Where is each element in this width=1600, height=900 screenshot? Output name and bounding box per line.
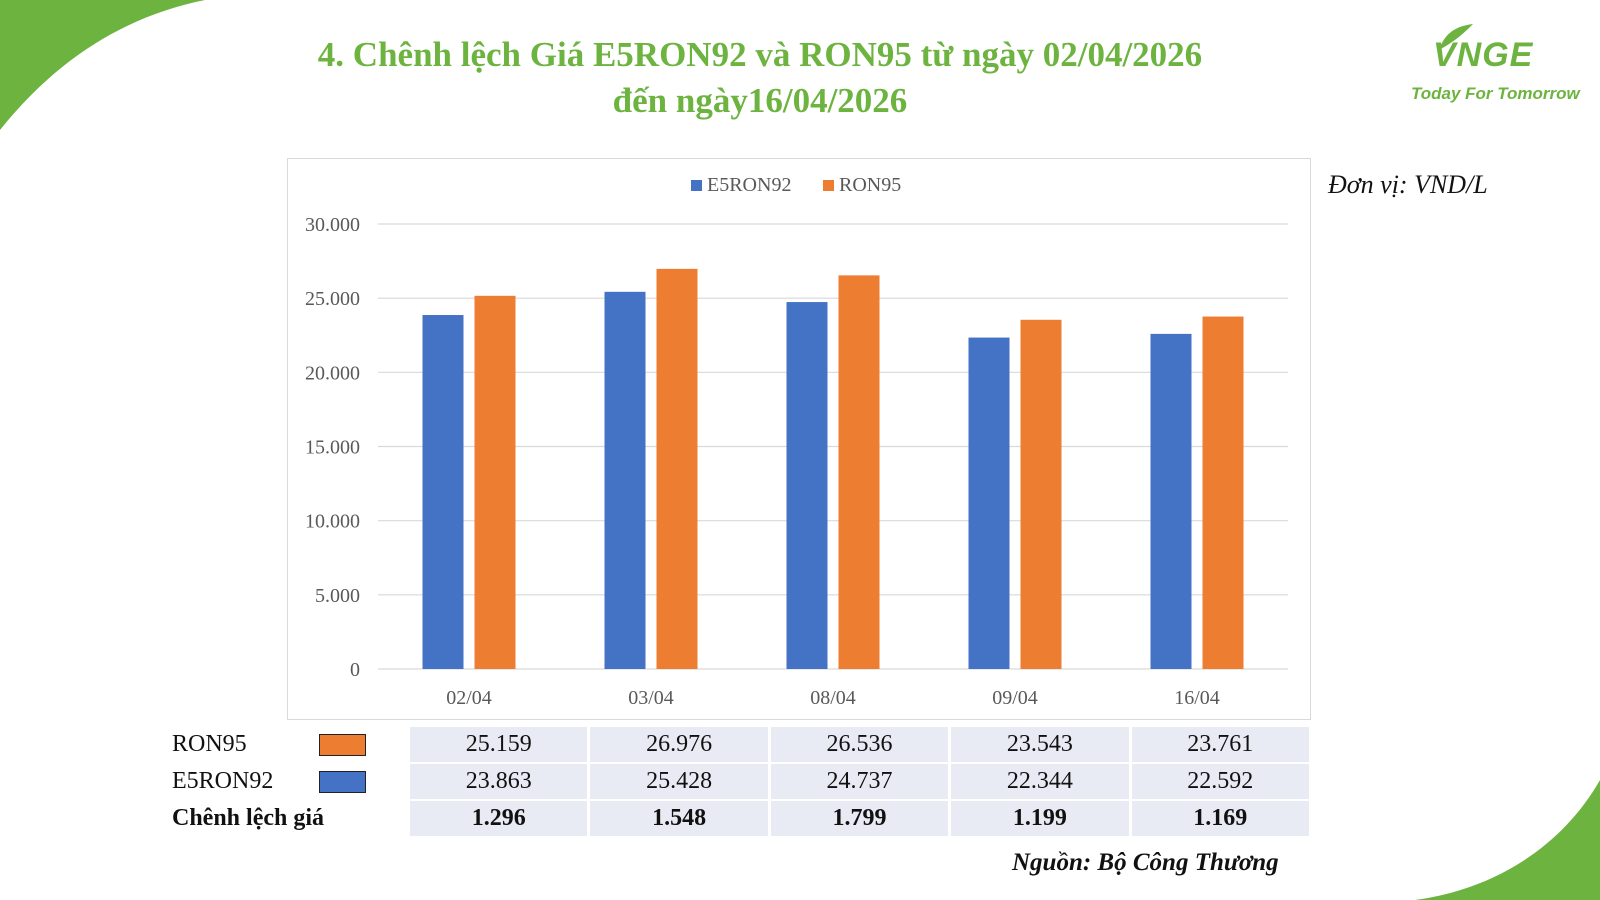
bar-e5ron92-08-04: [786, 302, 828, 669]
row-label: Chênh lệch giá: [172, 805, 325, 831]
chart-canvas: 0 5.000 10.000 15.000 20.000 25.000 30.000 02/0…: [305, 174, 1288, 709]
x-tick-label: 03/04: [628, 687, 674, 709]
value-cell: 23.863: [410, 764, 591, 801]
bar-ron95-02-04: [474, 295, 516, 669]
source-note: Nguồn: Bộ Công Thương: [1012, 849, 1279, 876]
value-cell: 24.737: [770, 764, 952, 801]
bar-e5ron92-02-04: [422, 315, 464, 669]
value-cell: 1.296: [410, 801, 591, 838]
value-cell: 1.199: [951, 801, 1132, 838]
y-tick-label: 0: [350, 659, 360, 681]
x-tick-label: 09/04: [992, 687, 1038, 709]
legend-label-ron95: RON95: [839, 174, 901, 196]
row-label-cell: E5RON92: [172, 764, 410, 801]
bar-e5ron92-09-04: [968, 337, 1010, 669]
title-line-2: đến ngày16/04/2026: [612, 81, 908, 120]
y-tick-label: 20.000: [305, 362, 360, 384]
x-tick-label: 16/04: [1174, 687, 1220, 709]
y-tick-label: 10.000: [305, 511, 360, 533]
logo-wordmark: VNGE: [1433, 36, 1534, 74]
bar-ron95-08-04: [838, 275, 880, 669]
bottom-right-leaf-decoration: [1415, 780, 1600, 900]
legend-swatch-e5ron92: [691, 180, 702, 191]
value-cell: 1.169: [1131, 801, 1312, 838]
bar-ron95-09-04: [1020, 319, 1062, 669]
table-row: E5RON92 23.863 25.428 24.737 22.344 22.592: [172, 764, 1312, 801]
legend-swatch: [319, 771, 366, 793]
bar-e5ron92-03-04: [604, 291, 646, 669]
value-cell: 23.761: [1131, 727, 1312, 764]
leaf-icon: [1439, 24, 1473, 50]
value-cell: 1.799: [770, 801, 952, 838]
page-title: 4. Chênh lệch Giá E5RON92 và RON95 từ ng…: [230, 32, 1290, 124]
value-cell: 22.344: [951, 764, 1132, 801]
price-table: RON95 25.159 26.976 26.536 23.543 23.761 E5RON…: [172, 727, 1312, 838]
bar-e5ron92-16-04: [1150, 333, 1192, 669]
value-cell: 26.536: [770, 727, 952, 764]
x-tick-label: 08/04: [810, 687, 856, 709]
y-tick-label: 25.000: [305, 288, 360, 310]
top-left-leaf-decoration: [0, 0, 205, 130]
value-cell: 1.548: [590, 801, 771, 838]
value-cell: 26.976: [590, 727, 771, 764]
bar-chart: 0 5.000 10.000 15.000 20.000 25.000 30.000 02/0…: [287, 158, 1311, 720]
unit-label: Đơn vị: VND/L: [1328, 170, 1488, 199]
vnge-logo: VNGE Today For Tomorrow: [1395, 18, 1585, 108]
value-cell: 25.428: [590, 764, 771, 801]
legend-label-e5ron92: E5RON92: [707, 174, 791, 196]
table-row: RON95 25.159 26.976 26.536 23.543 23.761: [172, 727, 1312, 764]
y-tick-label: 15.000: [305, 437, 360, 459]
row-label: E5RON92: [172, 768, 274, 794]
y-tick-label: 30.000: [305, 214, 360, 236]
x-tick-label: 02/04: [446, 687, 492, 709]
y-tick-label: 5.000: [315, 585, 360, 607]
legend-swatch-ron95: [823, 180, 834, 191]
value-cell: 22.592: [1131, 764, 1312, 801]
row-label: RON95: [172, 731, 247, 757]
title-line-1: 4. Chênh lệch Giá E5RON92 và RON95 từ ng…: [317, 35, 1203, 74]
logo-tagline: Today For Tomorrow: [1411, 84, 1580, 103]
row-label-cell: Chênh lệch giá: [172, 801, 410, 838]
bar-ron95-03-04: [656, 268, 698, 669]
value-cell: 25.159: [410, 727, 591, 764]
value-cell: 23.543: [951, 727, 1132, 764]
table-row: Chênh lệch giá 1.296 1.548 1.799 1.199 1.169: [172, 801, 1312, 838]
row-label-cell: RON95: [172, 727, 410, 764]
bar-ron95-16-04: [1202, 316, 1244, 669]
legend-swatch: [319, 734, 366, 756]
